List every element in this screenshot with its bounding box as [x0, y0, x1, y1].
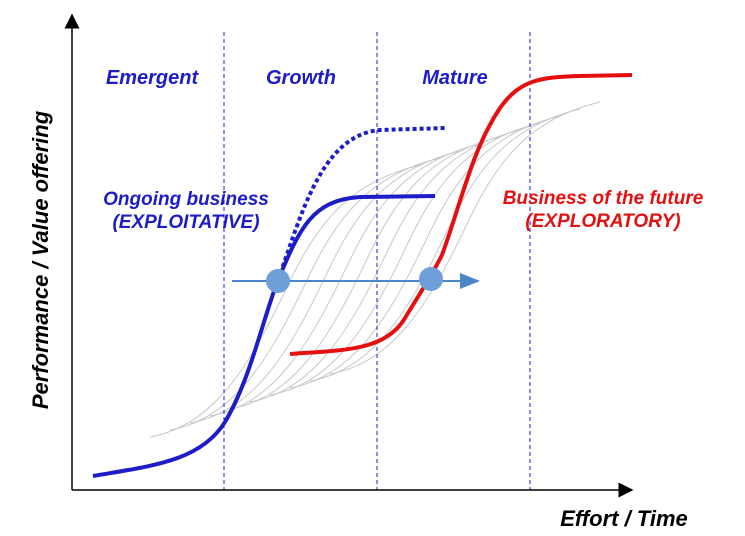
x-axis-label: Effort / Time [560, 506, 688, 531]
phase-label: Mature [422, 67, 488, 89]
label: (EXPLOITATIVE) [112, 212, 259, 233]
label: Ongoing business [103, 189, 269, 210]
label: Business of the future [503, 188, 704, 209]
y-axis-label: Performance / Value offering [28, 110, 53, 409]
point [419, 267, 443, 291]
phase-label: Growth [266, 67, 336, 89]
phase-dividers [223, 32, 531, 490]
label: (EXPLORATORY) [525, 211, 680, 232]
future-curve [289, 73, 633, 356]
background-curves [149, 101, 601, 438]
phase-label: Emergent [106, 67, 200, 89]
dotted-curve [276, 126, 446, 281]
point [266, 269, 290, 293]
ongoing-curve [92, 194, 436, 478]
